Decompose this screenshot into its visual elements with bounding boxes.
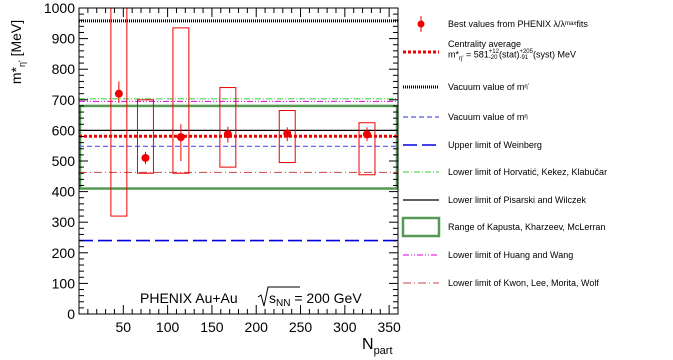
svg-text:sNN = 200 GeV: sNN = 200 GeV	[269, 290, 362, 309]
legend-label-best: Best values from PHENIX λ/λ max fits	[448, 19, 588, 29]
legend-label-kwon: Lower limit of Kwon, Lee, Morita, Wolf	[448, 278, 599, 288]
y-axis-title-sub: η'	[17, 60, 27, 67]
legend-entry-kapusta: Range of Kapusta, Kharzeev, McLerran	[400, 213, 673, 241]
syst-box-2	[172, 27, 190, 174]
legend-entry-pisarski: Lower limit of Pisarski and Wilczek	[400, 186, 673, 214]
legend-line-vac-eta	[403, 116, 439, 118]
legend-label-horvatic: Lower limit of Horvatić, Kekez, Klabučar	[448, 167, 608, 177]
syst-box-5	[358, 122, 376, 176]
sqrt-sign-icon	[257, 286, 300, 307]
data-point-4	[283, 129, 292, 138]
y-tick-label-400: 400	[52, 184, 76, 200]
y-tick-label-900: 900	[52, 31, 76, 47]
x-tick-label-300: 300	[333, 319, 357, 335]
y-tick-label-700: 700	[52, 92, 76, 108]
y-tick-label-200: 200	[52, 245, 76, 261]
y-tick-label-1000: 1000	[44, 0, 75, 16]
syst-box-3	[219, 87, 237, 168]
annotation-prefix: PHENIX Au+Au	[140, 290, 238, 306]
y-tick-label-100: 100	[52, 275, 76, 291]
x-tick-label-250: 250	[289, 319, 313, 335]
x-tick-label-50: 50	[116, 319, 132, 335]
legend-label-pisarski: Lower limit of Pisarski and Wilczek	[448, 195, 587, 205]
syst-box-4	[278, 110, 296, 164]
legend-line-horvatic	[403, 171, 439, 173]
legend-entry-centrality: Centrality average m*η' = 581 +12 -20 (stat…	[400, 38, 673, 66]
legend-line-kwon	[403, 282, 439, 284]
y-axis-title-unit: [MeV]	[8, 20, 24, 60]
x-tick-label-150: 150	[200, 319, 224, 335]
axes: 0 100 200 300 400 500 600 700 800 900 1000 50 100 150…	[44, 0, 401, 335]
y-axis-title-main: m*	[8, 67, 24, 85]
x-axis-title-main: N	[362, 336, 374, 353]
experiment-annotation: PHENIX Au+Au sNN = 200 GeV	[140, 286, 362, 309]
syst-box-1	[136, 99, 154, 174]
y-axis-title: m*η' [MeV]	[8, 20, 27, 84]
data-point-0	[114, 89, 123, 98]
legend-label-vac-etaprime: Vacuum value of m η'	[448, 82, 529, 92]
legend-label-centrality: Centrality average m*η' = 581 +12 -20 (stat…	[448, 39, 576, 63]
legend-entry-weinberg: Upper limit of Weinberg	[400, 131, 673, 159]
legend-label-kapusta: Range of Kapusta, Kharzeev, McLerran	[448, 222, 606, 232]
plot-area	[78, 7, 399, 242]
x-axis-title: Npart	[362, 336, 393, 357]
data-point-2	[176, 133, 185, 142]
data-point-5	[362, 130, 371, 139]
legend-entry-best: Best values from PHENIX λ/λ max fits	[400, 10, 673, 38]
annotation-sqrt-sub: NN	[276, 298, 290, 309]
svg-text:PHENIX Au+Au: PHENIX Au+Au	[140, 290, 238, 306]
annotation-suffix: = 200 GeV	[290, 290, 362, 306]
annotation-sqrt-s: s	[269, 290, 276, 306]
x-tick-label-350: 350	[377, 319, 401, 335]
legend-entry-vac-etaprime: Vacuum value of m η'	[400, 73, 673, 101]
y-tick-label-300: 300	[52, 214, 76, 230]
legend-entry-horvatic: Lower limit of Horvatić, Kekez, Klabučar	[400, 158, 673, 186]
legend: Best values from PHENIX λ/λ max fits Cent…	[400, 0, 673, 330]
data-point-3	[223, 130, 232, 139]
legend-entry-kwon: Lower limit of Kwon, Lee, Morita, Wolf	[400, 269, 673, 297]
x-axis-title-sub: part	[374, 345, 393, 357]
legend-line-vac-etaprime	[403, 85, 439, 89]
y-tick-label-600: 600	[52, 122, 76, 138]
syst-box-0	[110, 7, 128, 217]
legend-entry-huang: Lower limit of Huang and Wang	[400, 241, 673, 269]
x-tick-label-100: 100	[156, 319, 180, 335]
y-tick-label-0: 0	[67, 306, 75, 322]
legend-marker-point	[417, 16, 425, 32]
legend-box-kapusta	[401, 216, 441, 238]
data-point-1	[141, 153, 150, 162]
legend-label-huang: Lower limit of Huang and Wang	[448, 250, 574, 260]
legend-label-weinberg: Upper limit of Weinberg	[448, 140, 542, 150]
legend-line-centrality	[403, 50, 439, 54]
y-tick-label-500: 500	[52, 153, 76, 169]
legend-line-weinberg	[403, 144, 439, 146]
y-tick-label-800: 800	[52, 61, 76, 77]
x-tick-label-200: 200	[245, 319, 269, 335]
legend-line-huang	[403, 254, 439, 256]
kapusta-band	[78, 104, 399, 190]
legend-line-pisarski	[403, 199, 439, 201]
